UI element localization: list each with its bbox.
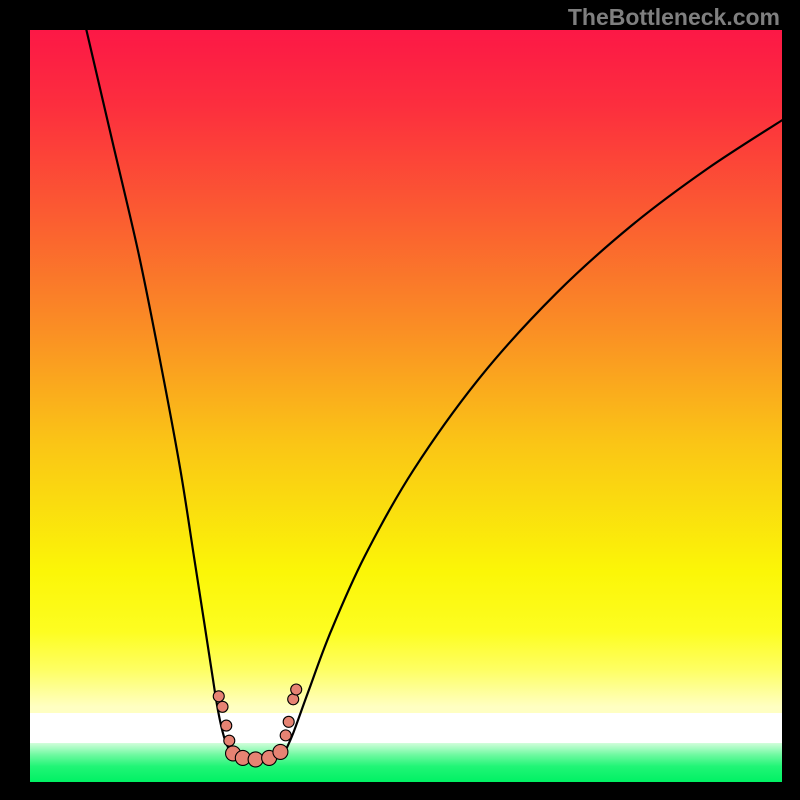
data-marker bbox=[224, 735, 235, 746]
data-marker bbox=[213, 691, 224, 702]
bottleneck-curve bbox=[86, 30, 782, 761]
data-marker bbox=[248, 752, 263, 767]
marker-group bbox=[213, 684, 301, 767]
canvas: TheBottleneck.com bbox=[0, 0, 800, 800]
data-marker bbox=[217, 701, 228, 712]
data-marker bbox=[221, 720, 232, 731]
watermark-text: TheBottleneck.com bbox=[568, 4, 780, 31]
data-marker bbox=[280, 730, 291, 741]
data-marker bbox=[283, 716, 294, 727]
data-marker bbox=[273, 744, 288, 759]
data-marker bbox=[291, 684, 302, 695]
curve-layer bbox=[30, 30, 782, 782]
plot-area bbox=[30, 30, 782, 782]
